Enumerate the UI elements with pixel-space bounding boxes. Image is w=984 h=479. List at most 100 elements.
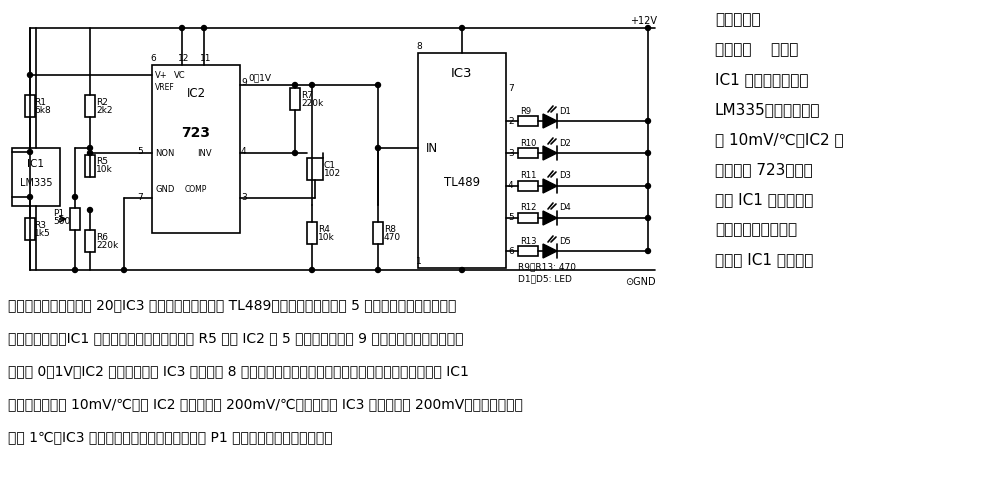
Polygon shape xyxy=(543,114,557,128)
Text: ⊙GND: ⊙GND xyxy=(625,277,655,287)
Text: R8: R8 xyxy=(384,225,396,233)
Bar xyxy=(85,95,95,117)
Text: 723: 723 xyxy=(181,126,211,140)
Text: 220k: 220k xyxy=(96,240,118,250)
Text: 500: 500 xyxy=(53,217,70,226)
Circle shape xyxy=(88,150,92,156)
Text: R1: R1 xyxy=(34,98,46,106)
Circle shape xyxy=(646,25,650,31)
Bar xyxy=(85,155,95,177)
Bar xyxy=(518,246,538,256)
Text: 1: 1 xyxy=(416,256,422,265)
Text: 稳压器件 723，它既: 稳压器件 723，它既 xyxy=(715,162,813,178)
Text: 简易电子温: 简易电子温 xyxy=(715,12,761,27)
Text: 11: 11 xyxy=(200,54,212,62)
Text: 2: 2 xyxy=(508,116,514,125)
Text: 6k8: 6k8 xyxy=(34,105,51,114)
Text: 7: 7 xyxy=(137,194,143,203)
Text: 7: 7 xyxy=(508,83,514,92)
Text: 1k5: 1k5 xyxy=(34,228,51,238)
Circle shape xyxy=(88,146,92,150)
Text: +12V: +12V xyxy=(630,16,657,26)
Text: D2: D2 xyxy=(559,138,571,148)
Text: COMP: COMP xyxy=(185,185,208,194)
Polygon shape xyxy=(543,244,557,258)
Circle shape xyxy=(646,118,650,124)
Text: R4: R4 xyxy=(318,225,330,233)
Polygon shape xyxy=(543,211,557,225)
Text: D3: D3 xyxy=(559,171,571,181)
Circle shape xyxy=(376,146,381,150)
Circle shape xyxy=(646,216,650,220)
Text: R5: R5 xyxy=(96,158,108,167)
Text: 的温度灵敏度为 10mV/℃，经 IC2 放大后变为 200mV/℃，所以可设 IC3 的门电平为 200mV。这样，温度每: 的温度灵敏度为 10mV/℃，经 IC2 放大后变为 200mV/℃，所以可设 … xyxy=(8,397,523,411)
Circle shape xyxy=(292,150,297,156)
Text: C1: C1 xyxy=(324,160,336,170)
Text: 5: 5 xyxy=(508,214,514,223)
Text: IC3: IC3 xyxy=(452,67,472,80)
Text: R3: R3 xyxy=(34,220,46,229)
Text: 度指示器    电路中: 度指示器 电路中 xyxy=(715,43,798,57)
Text: 4: 4 xyxy=(241,147,247,156)
Text: P1: P1 xyxy=(53,208,64,217)
Text: D5: D5 xyxy=(559,237,571,246)
Text: 4: 4 xyxy=(508,182,514,191)
Text: 6: 6 xyxy=(150,54,155,62)
Text: 9: 9 xyxy=(241,78,247,87)
Text: LM335，温度灵敏度: LM335，温度灵敏度 xyxy=(715,103,821,117)
Text: R7: R7 xyxy=(301,91,313,100)
Circle shape xyxy=(310,267,315,273)
Text: 10k: 10k xyxy=(96,166,113,174)
Text: 102: 102 xyxy=(324,169,341,178)
Text: 2k2: 2k2 xyxy=(96,105,112,114)
Text: IC2: IC2 xyxy=(186,87,206,100)
Text: IC1 是温度传感器件: IC1 是温度传感器件 xyxy=(715,72,809,88)
Text: IN: IN xyxy=(426,141,438,155)
Text: D1～D5: LED: D1～D5: LED xyxy=(518,274,572,284)
Text: 升高 1℃，IC3 就多点亮一个发光管。通过调节 P1 可以改变电路的测量范围。: 升高 1℃，IC3 就多点亮一个发光管。通过调节 P1 可以改变电路的测量范围。 xyxy=(8,430,333,444)
Text: R11: R11 xyxy=(520,171,536,181)
Circle shape xyxy=(292,82,297,88)
Text: 8: 8 xyxy=(416,42,422,50)
Circle shape xyxy=(310,82,315,88)
Text: 6: 6 xyxy=(508,247,514,255)
Text: 可向 IC1 提供稳定的: 可向 IC1 提供稳定的 xyxy=(715,193,814,207)
Text: NON: NON xyxy=(155,148,174,158)
Circle shape xyxy=(28,194,32,199)
Text: 当温度变化时，IC1 的＋端电位发生变化，通过 R5 加到 IC2 的 5 脚，使其输出端 9 脚的电位发生变化，变化: 当温度变化时，IC1 的＋端电位发生变化，通过 R5 加到 IC2 的 5 脚，… xyxy=(8,331,463,345)
Text: D4: D4 xyxy=(559,204,571,213)
Circle shape xyxy=(202,25,207,31)
Text: D1: D1 xyxy=(559,106,571,115)
Text: VREF: VREF xyxy=(155,82,175,91)
Bar xyxy=(25,218,35,240)
Text: V+: V+ xyxy=(155,70,167,80)
Text: R9: R9 xyxy=(520,106,531,115)
Text: R9～R13: 470: R9～R13: 470 xyxy=(518,262,576,272)
Circle shape xyxy=(376,267,381,273)
Bar xyxy=(70,208,80,230)
Text: 12: 12 xyxy=(178,54,189,62)
Circle shape xyxy=(460,25,464,31)
Circle shape xyxy=(121,267,127,273)
Bar xyxy=(373,222,383,244)
Text: 工作电流，又作为放: 工作电流，又作为放 xyxy=(715,223,797,238)
Text: TL489: TL489 xyxy=(444,176,480,190)
Text: 为 10mV/℃；IC2 是: 为 10mV/℃；IC2 是 xyxy=(715,133,843,148)
Bar xyxy=(85,230,95,252)
Bar xyxy=(307,222,317,244)
Bar xyxy=(307,158,323,180)
Circle shape xyxy=(646,150,650,156)
Text: INV: INV xyxy=(197,148,212,158)
Bar xyxy=(152,65,240,233)
Circle shape xyxy=(376,82,381,88)
Text: 号进行放大，放大系数 20；IC3 是五级电平检测器件 TL489，将不同的温度值用 5 只发光二极管分别表示。: 号进行放大，放大系数 20；IC3 是五级电平检测器件 TL489，将不同的温度… xyxy=(8,298,457,312)
Text: VC: VC xyxy=(174,70,186,80)
Circle shape xyxy=(179,25,185,31)
Circle shape xyxy=(28,149,32,155)
Text: 大器对 IC1 的输出信: 大器对 IC1 的输出信 xyxy=(715,252,814,267)
Text: LM335: LM335 xyxy=(20,178,52,188)
Text: R2: R2 xyxy=(96,98,108,106)
Bar xyxy=(518,181,538,191)
Bar xyxy=(518,116,538,126)
Text: IC1: IC1 xyxy=(28,159,44,169)
